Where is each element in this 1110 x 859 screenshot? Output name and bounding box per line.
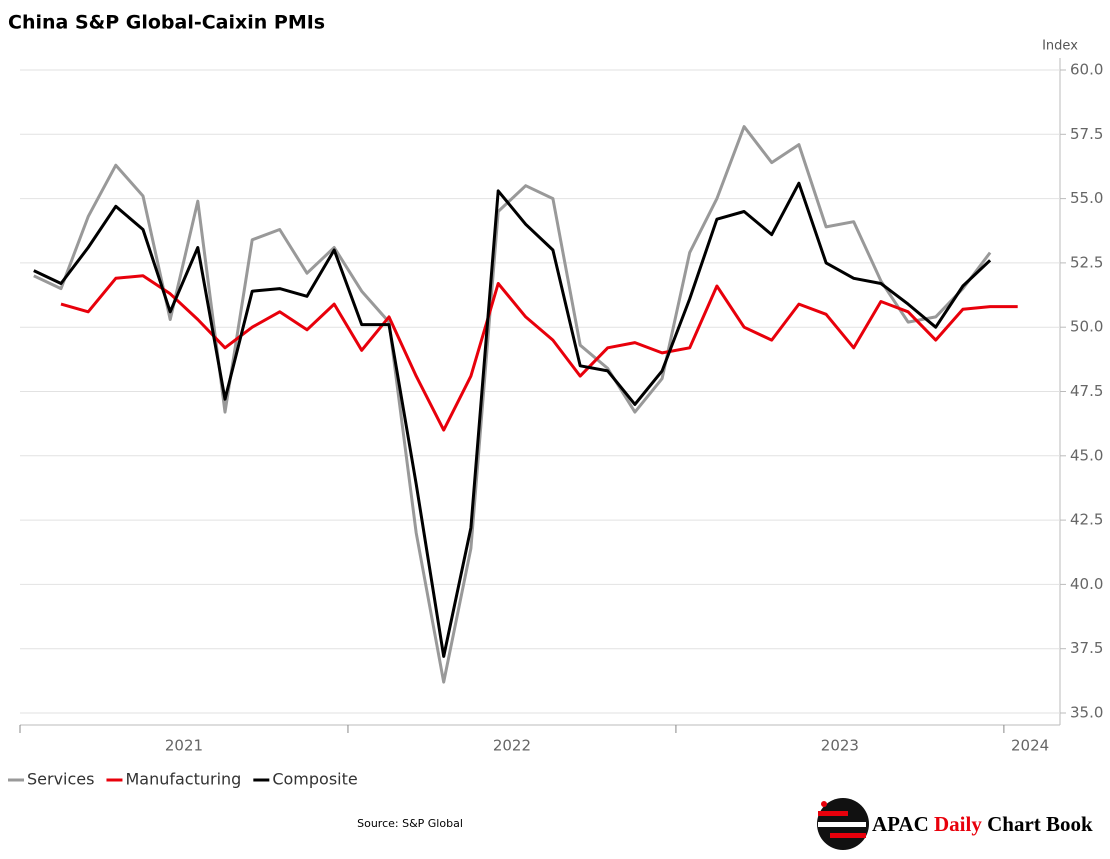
source: Source: S&P Global bbox=[357, 817, 463, 830]
series-line bbox=[33, 181, 992, 658]
legend-label: Services bbox=[27, 770, 94, 789]
y-tick-label: 50.0 bbox=[1070, 318, 1103, 336]
x-tick-label: 2021 bbox=[165, 737, 203, 755]
y-tick-label: 57.5 bbox=[1070, 125, 1103, 143]
y-tick-label: 52.5 bbox=[1070, 253, 1103, 271]
y-tick-label: 55.0 bbox=[1070, 189, 1103, 207]
logo-bar bbox=[830, 833, 866, 838]
x-tick-label: 2023 bbox=[821, 737, 859, 755]
logo-word: APAC bbox=[872, 812, 929, 836]
legend-label: Manufacturing bbox=[125, 770, 241, 789]
logo-dot bbox=[821, 801, 827, 807]
logo-bar bbox=[818, 822, 866, 827]
x-tick-label: 2024 bbox=[1011, 737, 1049, 755]
chart-title: China S&P Global-Caixin PMIs bbox=[8, 12, 325, 34]
y-tick-label: 37.5 bbox=[1070, 639, 1103, 657]
y-tick-label: 40.0 bbox=[1070, 575, 1103, 593]
y-tick-label: 45.0 bbox=[1070, 446, 1103, 464]
y-tick-label: 35.0 bbox=[1070, 704, 1103, 722]
logo-word: Daily bbox=[934, 812, 982, 836]
series-line bbox=[33, 125, 992, 684]
y-tick-label: 60.0 bbox=[1070, 61, 1103, 79]
logo-text: APAC Daily Chart Book bbox=[872, 812, 1093, 836]
y-tick-label: 47.5 bbox=[1070, 382, 1103, 400]
y-tick-label: 42.5 bbox=[1070, 511, 1103, 529]
y-axis-label: Index bbox=[1042, 39, 1078, 54]
x-tick-label: 2022 bbox=[493, 737, 531, 755]
logo-bar bbox=[818, 811, 848, 816]
series-line bbox=[60, 274, 1018, 432]
logo: APAC Daily Chart Book bbox=[817, 798, 1093, 850]
legend-label: Composite bbox=[272, 770, 357, 789]
logo-word: Chart Book bbox=[987, 812, 1093, 836]
